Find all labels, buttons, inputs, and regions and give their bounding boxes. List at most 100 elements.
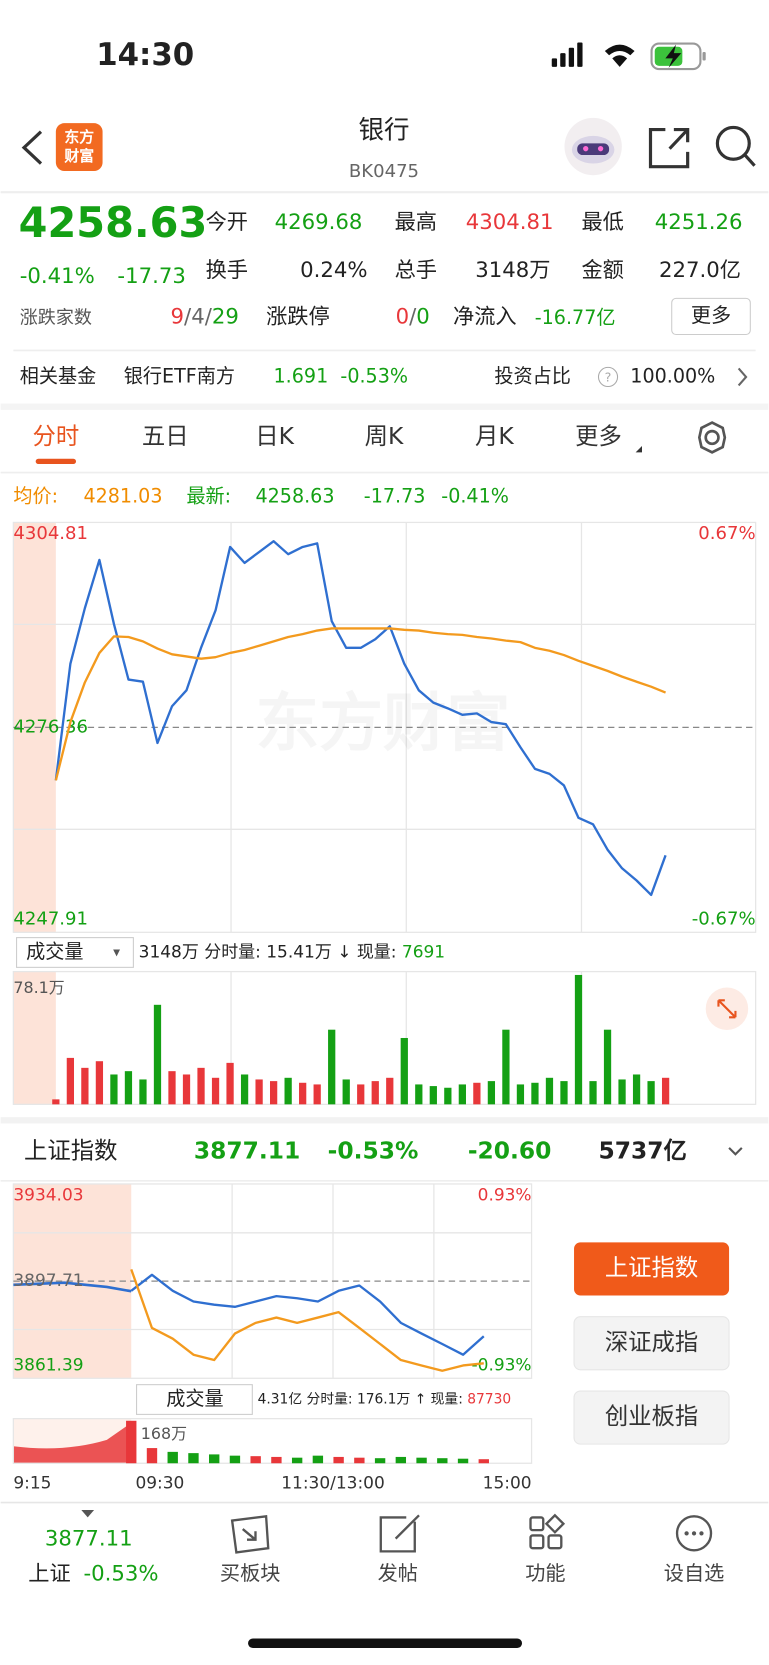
y-tick-label: 4304.81 xyxy=(13,523,88,544)
limit-down: 0 xyxy=(416,304,430,329)
index-price: 3877.11 xyxy=(194,1137,300,1165)
volume-current: 87730 xyxy=(467,1392,511,1408)
assistant-avatar[interactable] xyxy=(564,117,622,176)
volume-bar xyxy=(211,1077,220,1105)
volume-bar xyxy=(81,1067,89,1105)
price-line xyxy=(54,627,667,781)
index-button[interactable] xyxy=(573,1390,730,1445)
help-text: ? xyxy=(605,371,612,386)
tab[interactable]: 五日 xyxy=(142,422,189,450)
home-indicator xyxy=(248,1638,523,1649)
field-label: 涨跌家数 xyxy=(20,308,92,329)
volume-bar xyxy=(457,1458,469,1464)
volume-bar xyxy=(473,1082,481,1105)
tab[interactable]: 更多 xyxy=(575,422,622,450)
separator: / xyxy=(409,304,417,329)
volume-selector[interactable] xyxy=(16,937,134,968)
more-button-label[interactable]: 更多 xyxy=(691,303,731,327)
search-button[interactable] xyxy=(715,125,756,167)
volume-bar xyxy=(342,1079,350,1105)
nav-item[interactable]: 设自选 xyxy=(664,1561,724,1585)
index-volume-info: 4.31亿 分时量: 176.1万 ↑ 现量: 87730 xyxy=(258,1392,512,1408)
share-button[interactable] xyxy=(648,127,690,169)
index-volume-selector[interactable] xyxy=(136,1384,253,1415)
volume-bar xyxy=(153,1004,162,1105)
panel-shadow xyxy=(0,1117,769,1126)
volume-bar xyxy=(188,1453,199,1464)
volume-bar xyxy=(416,1457,427,1464)
nav-index[interactable]: 3877.11 上证 -0.53% xyxy=(28,1527,158,1587)
volume-bar xyxy=(66,1057,75,1105)
volume-info: 3148万 分时量: 15.41万 ↓ 现量: 7691 xyxy=(139,942,445,962)
volume-bar xyxy=(226,1062,234,1105)
tab[interactable]: 日K xyxy=(255,422,294,450)
volume-bar xyxy=(437,1458,448,1464)
expand-button[interactable] xyxy=(705,987,749,1031)
tab[interactable]: 月K xyxy=(475,422,514,450)
fund-change: -0.53% xyxy=(340,364,408,387)
y2-tick-label: 0.67% xyxy=(698,523,755,544)
field-value: 4251.26 xyxy=(655,210,743,235)
volume-bar xyxy=(531,1082,539,1105)
field-value: 4269.68 xyxy=(275,210,363,235)
index-button[interactable] xyxy=(573,1316,730,1371)
field-label: 最高 xyxy=(395,210,437,235)
price-line xyxy=(54,540,667,897)
nav-index-price: 3877.11 xyxy=(45,1527,133,1552)
latest-pct: -0.41% xyxy=(441,484,509,507)
back-button[interactable] xyxy=(21,130,43,165)
limit: 0/0 xyxy=(396,304,430,329)
price: 4258.63 xyxy=(19,199,208,247)
status-icons xyxy=(551,42,706,71)
volume-bar xyxy=(255,1079,263,1105)
tab-active[interactable]: 分时 xyxy=(32,422,79,450)
volume-bar xyxy=(386,1077,394,1105)
index-button-label[interactable]: 上证指数 xyxy=(605,1253,698,1281)
volume-bar xyxy=(415,1084,423,1105)
nav-items: 买板块 发帖 功能 设自选 xyxy=(220,1561,724,1585)
field-label: 总手 xyxy=(395,258,437,283)
collapse-chevron[interactable] xyxy=(728,1147,743,1156)
volume-minute: 176.1万 xyxy=(357,1392,410,1408)
volume-selector-label[interactable]: 成交量 xyxy=(26,940,83,963)
volume-total: 3148万 xyxy=(139,942,199,962)
index-button-label[interactable]: 创业板指 xyxy=(605,1402,698,1430)
index-row[interactable]: 上证指数 3877.11 -0.53% -20.60 5737亿 xyxy=(24,1137,743,1165)
help-icon xyxy=(597,366,619,388)
up-count: 9 xyxy=(171,304,185,329)
settings-button[interactable] xyxy=(697,421,727,454)
more-button[interactable] xyxy=(671,297,751,336)
breadth: 9/4/29 xyxy=(171,304,239,329)
avg-label: 均价: xyxy=(13,484,58,507)
nav-item[interactable]: 买板块 xyxy=(220,1561,280,1585)
y2-tick-label: 0.93% xyxy=(478,1186,532,1206)
index-pct: -0.53% xyxy=(328,1137,419,1165)
volume-bar xyxy=(516,1084,525,1105)
volume-bar xyxy=(371,1081,379,1105)
index-button-active[interactable] xyxy=(574,1242,730,1296)
volume-bar xyxy=(545,1077,554,1105)
volume-frame xyxy=(12,970,757,1105)
separator: / xyxy=(205,304,213,329)
y-tick-label: 3897.71 xyxy=(13,1271,83,1291)
index-volume-selector-label[interactable]: 成交量 xyxy=(166,1387,223,1410)
nav-item[interactable]: 功能 xyxy=(525,1561,565,1585)
volume-bar xyxy=(124,1071,133,1105)
volume-bar xyxy=(271,1456,282,1464)
tab-underline xyxy=(35,458,77,465)
volume-bar xyxy=(560,1081,568,1105)
chevron xyxy=(737,367,748,387)
fund-price: 1.691 xyxy=(274,364,329,387)
nav-item[interactable]: 发帖 xyxy=(378,1561,418,1585)
time-label: 11:30/13:00 xyxy=(281,1473,385,1493)
fund-row[interactable]: 相关基金 银行ETF南方 1.691 -0.53% 投资占比 ? 100.00% xyxy=(20,364,748,388)
fund-label: 相关基金 xyxy=(20,364,96,387)
volume-bar xyxy=(429,1086,437,1105)
field-value: -16.77亿 xyxy=(535,306,616,329)
index-button-label[interactable]: 深证成指 xyxy=(605,1328,698,1356)
volume-bar xyxy=(661,1077,670,1105)
tab[interactable]: 周K xyxy=(365,422,404,450)
volume-bar xyxy=(458,1084,466,1105)
time-label: 15:00 xyxy=(483,1473,532,1493)
nav-index-name: 上证 xyxy=(28,1562,70,1587)
